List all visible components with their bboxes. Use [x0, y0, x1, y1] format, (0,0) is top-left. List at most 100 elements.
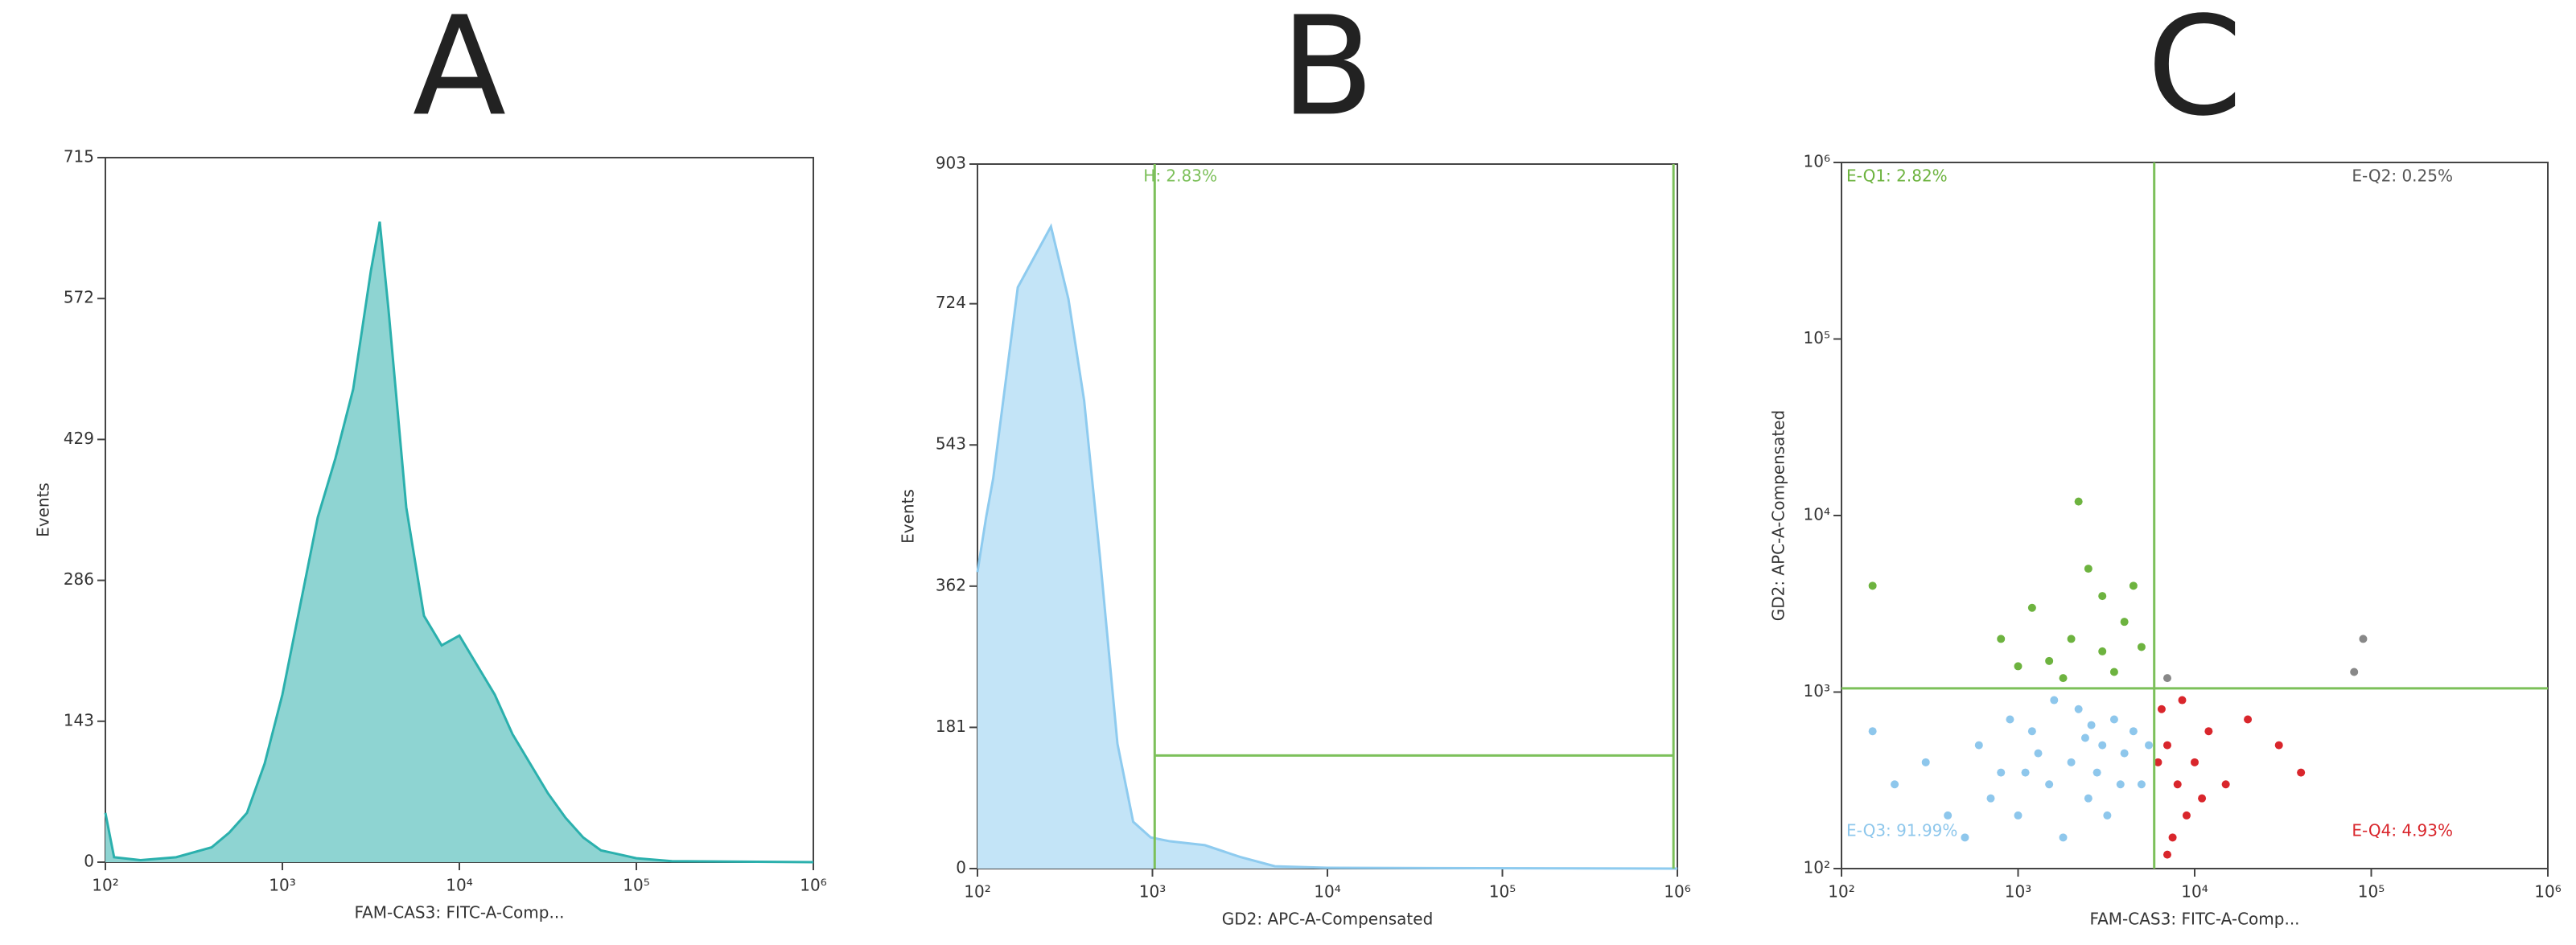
point: [2045, 780, 2054, 789]
point: [2198, 794, 2207, 803]
point: [2191, 758, 2199, 766]
x-axis-label: FAM-CAS3: FITC-A-Comp...: [2089, 910, 2299, 929]
area-fill: [977, 226, 1677, 869]
point: [2074, 705, 2083, 713]
point: [2154, 758, 2162, 766]
point: [2045, 656, 2054, 665]
quadrant-label: E-Q4: 4.93%: [2352, 821, 2453, 840]
point: [2137, 780, 2146, 789]
point: [2120, 618, 2129, 627]
y-tick-label: 572: [64, 288, 94, 307]
point: [2178, 696, 2187, 705]
y-axis-label: Events: [34, 483, 53, 537]
point: [2098, 741, 2107, 750]
y-tick-label: 10³: [1804, 681, 1830, 701]
y-tick-label: 10⁴: [1804, 505, 1830, 524]
point: [1891, 780, 1899, 789]
point: [2098, 647, 2107, 655]
y-tick-label: 10²: [1804, 858, 1830, 877]
point: [1944, 811, 1953, 820]
gate-label: H: 2.83%: [1143, 166, 1217, 186]
x-tick-label: 10³: [1139, 882, 1166, 902]
y-tick-label: 286: [64, 569, 94, 589]
y-axis-label: Events: [899, 489, 918, 544]
x-tick-label: 10⁵: [2358, 882, 2385, 902]
x-tick-label: 10⁵: [1489, 882, 1516, 902]
x-tick-label: 10⁶: [2534, 882, 2561, 902]
y-tick-label: 724: [936, 293, 966, 312]
point: [2297, 768, 2306, 777]
x-tick-label: 10³: [269, 876, 295, 895]
point: [2109, 668, 2118, 676]
point: [1986, 794, 1995, 803]
x-tick-label: 10³: [2005, 882, 2031, 902]
point: [2074, 497, 2083, 506]
point: [2204, 727, 2213, 736]
point: [2098, 592, 2107, 601]
point: [2067, 758, 2076, 766]
point: [2129, 727, 2138, 736]
point: [2092, 768, 2101, 777]
point: [2050, 696, 2059, 705]
point: [2350, 668, 2359, 676]
panel-title: B: [1281, 0, 1375, 146]
y-tick-label: 362: [936, 575, 966, 594]
point: [2116, 780, 2125, 789]
x-tick-label: 10⁵: [623, 876, 649, 895]
y-tick-label: 10⁶: [1804, 152, 1830, 171]
x-tick-label: 10⁴: [1314, 882, 1340, 902]
quadrant-label: E-Q1: 2.82%: [1846, 166, 1948, 186]
y-tick-label: 0: [956, 858, 966, 877]
y-tick-label: 543: [936, 434, 966, 454]
point: [2006, 715, 2014, 724]
point: [2168, 833, 2177, 842]
x-tick-label: 10⁶: [1664, 882, 1690, 902]
point: [2157, 705, 2166, 713]
x-tick-label: 10⁶: [800, 876, 826, 895]
x-tick-label: 10²: [1828, 882, 1854, 902]
y-tick-label: 0: [84, 852, 94, 871]
y-tick-label: 10⁵: [1804, 328, 1830, 347]
point: [1868, 727, 1877, 736]
point: [2014, 811, 2023, 820]
point: [2173, 780, 2182, 789]
x-tick-label: 10²: [964, 882, 990, 902]
x-tick-label: 10²: [92, 876, 118, 895]
x-tick-label: 10⁴: [2181, 882, 2208, 902]
point: [2034, 749, 2043, 758]
point: [2182, 811, 2191, 820]
point: [2162, 850, 2171, 859]
area-fill: [105, 221, 813, 862]
point: [2087, 721, 2096, 729]
quadrant-label: E-Q3: 91.99%: [1846, 821, 1957, 840]
x-axis-label: GD2: APC-A-Compensated: [1222, 910, 1434, 929]
point: [2027, 603, 2036, 612]
y-tick-label: 143: [64, 710, 94, 729]
y-tick-label: 429: [64, 429, 94, 448]
point: [2084, 565, 2092, 573]
area-line: [976, 223, 1678, 870]
quadrant-label: E-Q2: 0.25%: [2352, 166, 2453, 186]
point: [2103, 811, 2112, 820]
point: [2129, 581, 2138, 590]
point: [1997, 768, 2006, 777]
point: [2027, 727, 2036, 736]
point: [2359, 635, 2368, 643]
point: [1961, 833, 1969, 842]
point: [2221, 780, 2230, 789]
point: [2162, 674, 2171, 683]
point: [2274, 741, 2283, 750]
x-tick-label: 10⁴: [446, 876, 472, 895]
y-axis-label: GD2: APC-A-Compensated: [1769, 410, 1788, 622]
area-line: [104, 221, 814, 864]
point: [2014, 662, 2023, 671]
point: [1997, 635, 2006, 643]
point: [1868, 581, 1877, 590]
y-tick-label: 903: [936, 154, 966, 173]
point: [1921, 758, 1930, 766]
point: [2080, 733, 2089, 742]
point: [2120, 749, 2129, 758]
y-tick-label: 181: [936, 717, 966, 736]
panel-title: A: [413, 0, 506, 146]
point: [2137, 643, 2146, 651]
